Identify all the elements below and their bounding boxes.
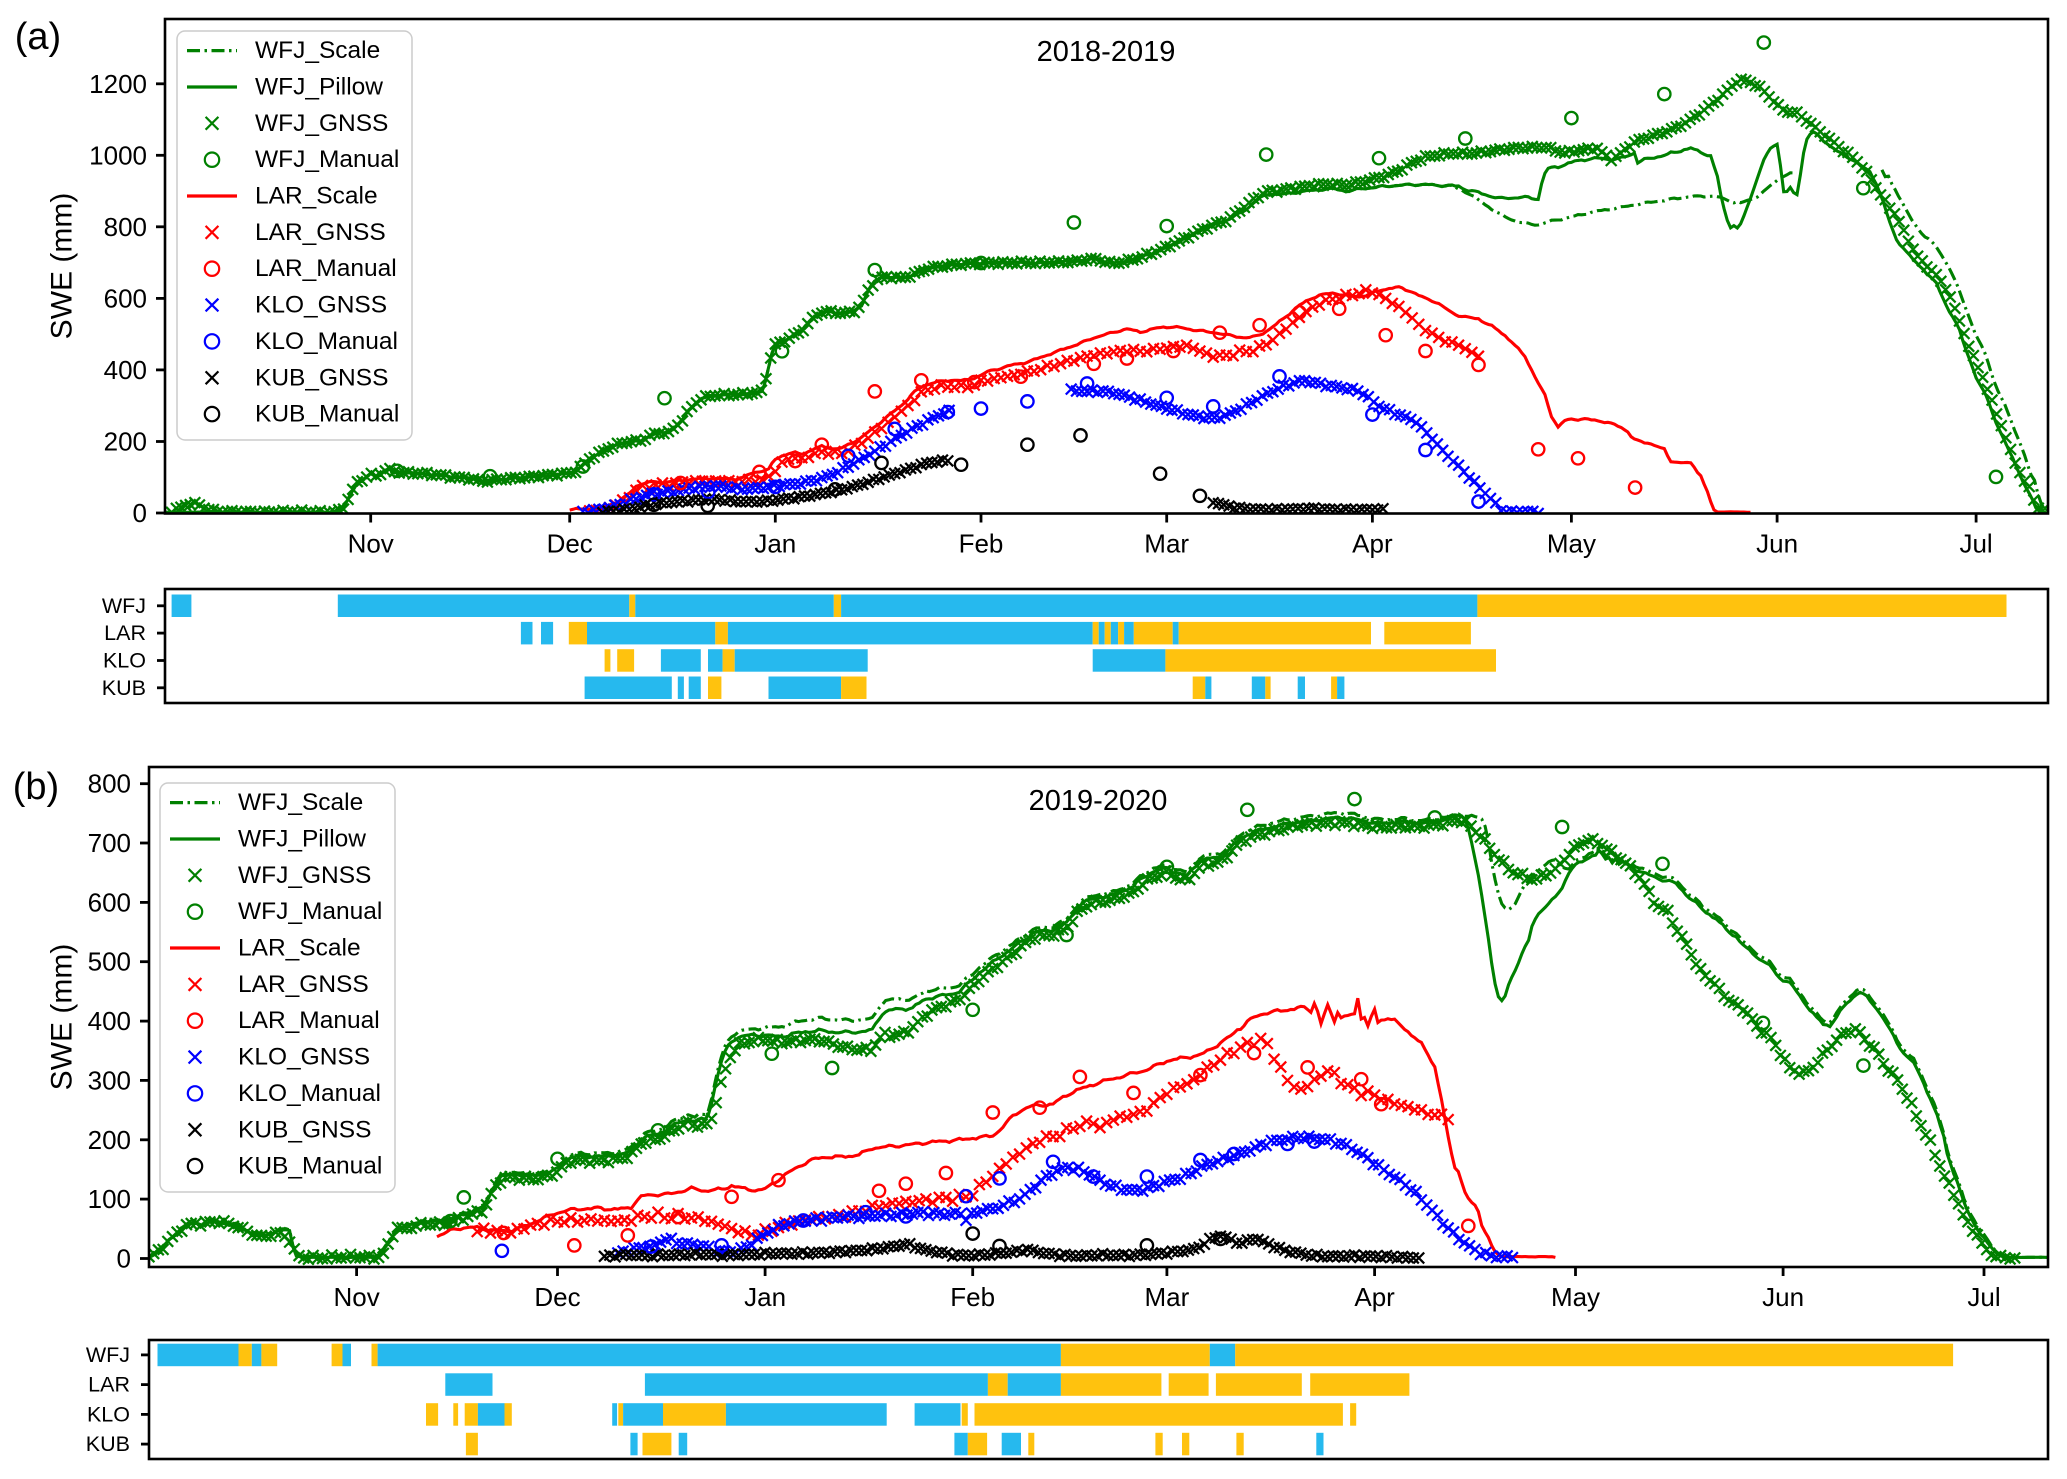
svg-text:Jul: Jul [1959,529,1992,559]
svg-text:0: 0 [117,1244,131,1274]
svg-text:LAR: LAR [104,621,146,645]
svg-text:KLO_GNSS: KLO_GNSS [255,292,387,319]
svg-text:WFJ_GNSS: WFJ_GNSS [255,110,388,137]
svg-text:KLO: KLO [103,649,146,673]
svg-text:Jun: Jun [1756,529,1798,559]
svg-text:LAR_Scale: LAR_Scale [255,183,378,210]
svg-text:Dec: Dec [534,1282,580,1312]
svg-text:May: May [1551,1282,1600,1312]
svg-text:May: May [1547,529,1596,559]
svg-text:KUB: KUB [86,1432,130,1456]
svg-text:WFJ_Pillow: WFJ_Pillow [238,826,366,853]
svg-text:LAR: LAR [88,1373,130,1397]
svg-text:WFJ_Scale: WFJ_Scale [238,789,363,816]
svg-text:KUB_Manual: KUB_Manual [238,1153,382,1180]
svg-text:1000: 1000 [89,140,147,170]
svg-text:Feb: Feb [950,1282,995,1312]
svg-text:(a): (a) [15,16,61,58]
svg-text:Dec: Dec [547,529,593,559]
svg-text:LAR_GNSS: LAR_GNSS [238,971,369,998]
svg-text:600: 600 [104,283,147,313]
svg-text:2018-2019: 2018-2019 [1037,36,1176,68]
svg-text:LAR_Manual: LAR_Manual [255,255,397,282]
svg-text:(b): (b) [13,766,59,808]
svg-text:KUB: KUB [102,676,146,700]
svg-text:600: 600 [88,887,131,917]
svg-text:400: 400 [104,355,147,385]
svg-text:Nov: Nov [348,529,394,559]
svg-text:300: 300 [88,1065,131,1095]
svg-text:SWE (mm): SWE (mm) [46,944,79,1091]
svg-text:WFJ_Scale: WFJ_Scale [255,37,380,64]
svg-text:Jul: Jul [1967,1282,2000,1312]
svg-text:KLO_GNSS: KLO_GNSS [238,1044,370,1071]
svg-text:WFJ_Pillow: WFJ_Pillow [255,74,383,101]
svg-text:KUB_Manual: KUB_Manual [255,401,399,428]
svg-text:KUB_GNSS: KUB_GNSS [255,364,388,391]
svg-text:Feb: Feb [959,529,1004,559]
svg-text:LAR_Scale: LAR_Scale [238,935,361,962]
svg-text:Apr: Apr [1352,529,1393,559]
svg-text:400: 400 [88,1006,131,1036]
svg-text:700: 700 [88,828,131,858]
svg-text:LAR_Manual: LAR_Manual [238,1007,380,1034]
svg-text:100: 100 [88,1184,131,1214]
svg-text:Jan: Jan [754,529,796,559]
svg-text:WFJ_GNSS: WFJ_GNSS [238,862,371,889]
svg-text:WFJ: WFJ [86,1343,130,1367]
svg-text:200: 200 [88,1125,131,1155]
svg-text:800: 800 [88,769,131,799]
svg-text:800: 800 [104,212,147,242]
svg-text:Jan: Jan [744,1282,786,1312]
svg-text:KLO_Manual: KLO_Manual [255,328,398,355]
svg-text:2019-2020: 2019-2020 [1029,785,1168,817]
svg-text:200: 200 [104,427,147,457]
svg-text:WFJ: WFJ [102,594,146,618]
svg-text:1200: 1200 [89,69,147,99]
svg-text:WFJ_Manual: WFJ_Manual [255,146,399,173]
svg-text:500: 500 [88,947,131,977]
svg-text:WFJ_Manual: WFJ_Manual [238,898,382,925]
svg-text:Nov: Nov [333,1282,379,1312]
svg-text:0: 0 [133,498,147,528]
svg-text:Jun: Jun [1762,1282,1804,1312]
svg-text:SWE (mm): SWE (mm) [46,193,79,340]
svg-text:KLO: KLO [87,1402,130,1426]
svg-text:KUB_GNSS: KUB_GNSS [238,1116,371,1143]
svg-text:Mar: Mar [1144,529,1189,559]
svg-text:Apr: Apr [1354,1282,1395,1312]
svg-text:KLO_Manual: KLO_Manual [238,1080,381,1107]
svg-text:LAR_GNSS: LAR_GNSS [255,219,386,246]
svg-text:Mar: Mar [1145,1282,1190,1312]
